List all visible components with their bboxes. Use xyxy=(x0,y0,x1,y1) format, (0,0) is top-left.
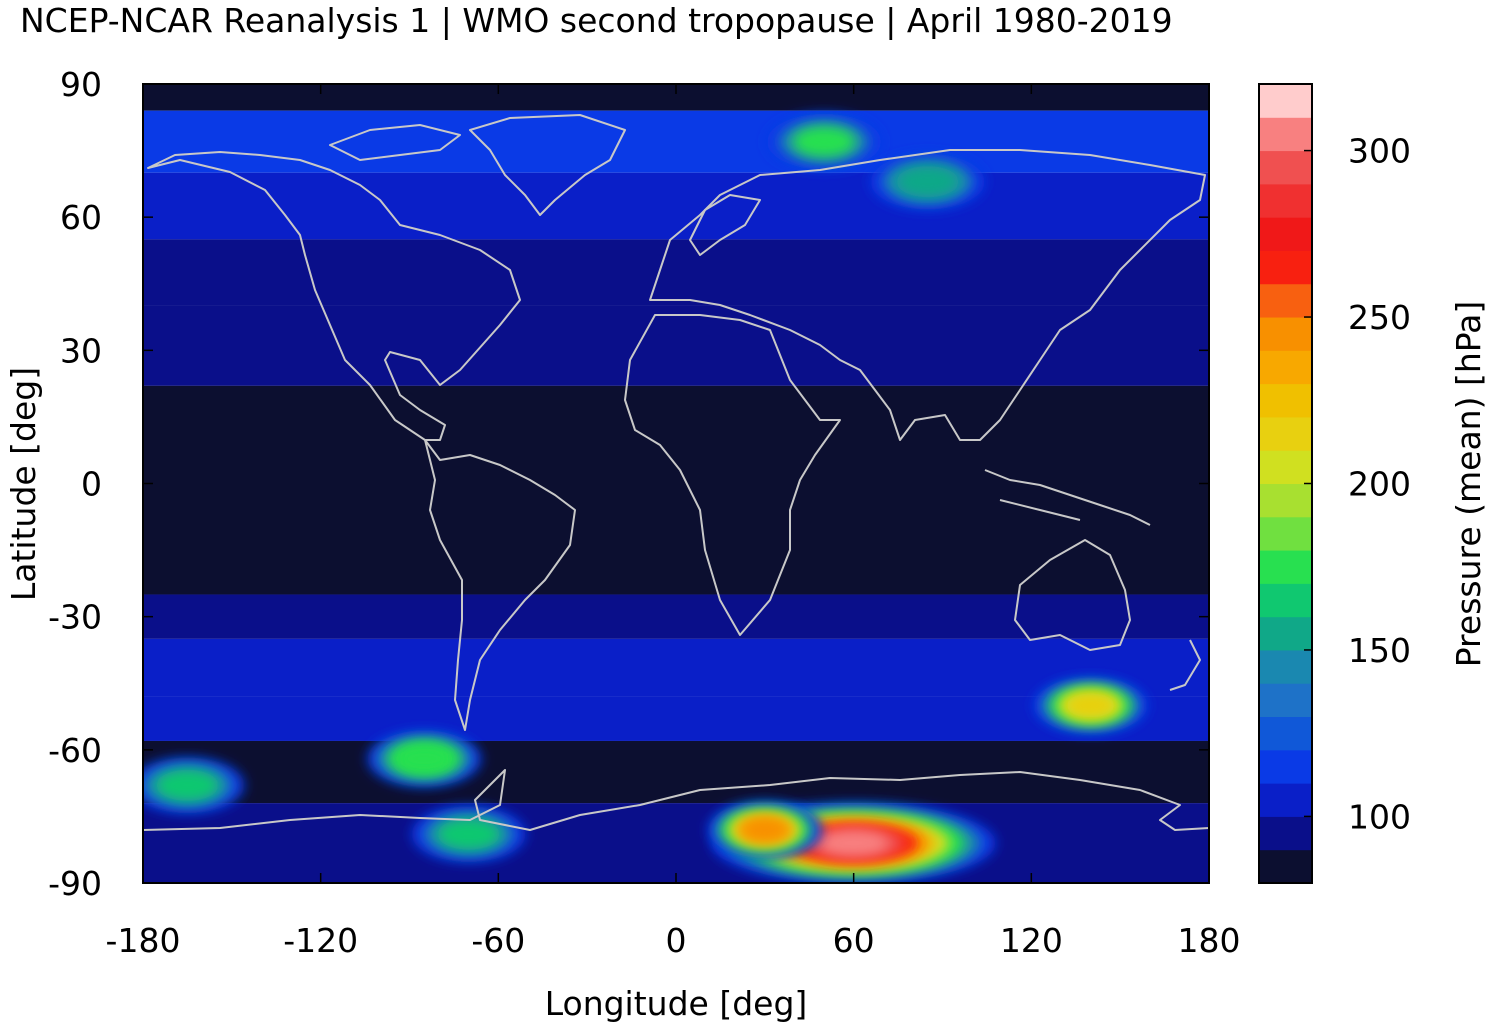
colorbar-tick-label-4: 300 xyxy=(1348,132,1411,171)
feature-2-level-7 xyxy=(818,831,889,856)
coastlines xyxy=(143,114,1209,831)
feature-6-level-3 xyxy=(397,745,452,773)
feature-1 xyxy=(870,153,985,210)
colorbar-swatch-9 xyxy=(1259,550,1312,584)
zonal-band-5 xyxy=(143,385,1209,595)
zonal-band-9 xyxy=(143,740,1209,804)
feature-4 xyxy=(411,806,526,863)
colorbar-swatch-16 xyxy=(1259,317,1312,351)
colorbar-swatch-7 xyxy=(1259,616,1312,651)
zonal-band-7 xyxy=(143,638,1209,697)
coast-antarctica xyxy=(143,769,1209,831)
feature-0-level-2 xyxy=(792,126,856,158)
zonal-band-8 xyxy=(143,696,1209,741)
colorbar-swatch-2 xyxy=(1259,783,1312,817)
zonal-band-1 xyxy=(143,110,1209,173)
colorbar-swatch-4 xyxy=(1259,716,1312,751)
zonal-band-6 xyxy=(143,594,1209,639)
colorbar-swatch-13 xyxy=(1259,416,1312,451)
colorbar-tick-label-2: 200 xyxy=(1348,465,1411,504)
coast-north-america xyxy=(147,151,521,441)
colorbar-swatch-5 xyxy=(1259,683,1312,718)
colorbar-swatch-15 xyxy=(1259,350,1312,385)
feature-5-level-2 xyxy=(156,769,219,801)
y-tick-label-1: 60 xyxy=(60,198,102,237)
zonal-band-10 xyxy=(143,803,1209,883)
colorbar-swatch-12 xyxy=(1259,450,1312,484)
x-tick-label-5: 120 xyxy=(1000,921,1063,960)
feature-4-level-2 xyxy=(437,818,501,850)
colorbar-tick-label-0: 100 xyxy=(1348,797,1411,836)
colorbar-swatch-21 xyxy=(1259,150,1312,185)
colorbar-swatch-19 xyxy=(1259,217,1312,251)
x-axis-label: Longitude [deg] xyxy=(545,984,808,1023)
feature-5 xyxy=(143,757,245,814)
x-tick-label-3: 0 xyxy=(666,921,687,960)
feature-3-level-5 xyxy=(742,818,788,841)
colorbar-swatch-11 xyxy=(1259,483,1312,518)
coast-new-zealand xyxy=(1169,639,1201,691)
feature-0 xyxy=(767,113,882,170)
x-tick-label-2: -60 xyxy=(471,921,525,960)
colorbar xyxy=(1259,84,1312,884)
coast-scandinavia xyxy=(689,194,761,256)
coast-africa xyxy=(624,314,841,636)
x-tick-label-0: -180 xyxy=(106,921,181,960)
chart-title: NCEP-NCAR Reanalysis 1 | WMO second trop… xyxy=(20,1,1173,40)
colorbar-swatch-23 xyxy=(1259,84,1312,118)
y-tick-label-5: -60 xyxy=(48,731,102,770)
colorbar-swatch-3 xyxy=(1259,749,1312,784)
colorbar-swatch-18 xyxy=(1259,250,1312,285)
y-tick-label-3: 0 xyxy=(81,465,102,504)
coast-australia xyxy=(1014,539,1131,651)
colorbar-swatch-1 xyxy=(1259,816,1312,851)
coast-southeast-asia-islands xyxy=(984,469,1151,526)
colorbar-swatch-14 xyxy=(1259,383,1312,418)
x-tick-label-6: 180 xyxy=(1178,921,1241,960)
colorbar-swatch-6 xyxy=(1259,649,1312,684)
feature-3 xyxy=(707,801,822,858)
colorbar-swatch-17 xyxy=(1259,283,1312,318)
coast-arctic-islands xyxy=(329,124,461,161)
colorbar-swatch-10 xyxy=(1259,516,1312,551)
colorbar-swatch-0 xyxy=(1259,849,1312,884)
zonal-band-3 xyxy=(143,239,1209,306)
coast-eurasia xyxy=(649,149,1206,441)
feature-1-level-2 xyxy=(896,166,959,198)
y-tick-label-4: -30 xyxy=(48,598,102,637)
map-field xyxy=(143,84,1209,883)
y-tick-label-2: 30 xyxy=(60,331,102,370)
colorbar-tick-label-3: 250 xyxy=(1348,298,1411,337)
coast-greenland xyxy=(469,114,626,216)
zonal-band-2 xyxy=(143,172,1209,240)
y-tick-label-6: -90 xyxy=(48,864,102,903)
colorbar-tick-label-1: 150 xyxy=(1348,631,1411,670)
x-tick-label-4: 60 xyxy=(833,921,875,960)
feature-7-level-4 xyxy=(1066,693,1115,718)
y-tick-label-0: 90 xyxy=(60,65,102,104)
feature-6 xyxy=(367,730,482,787)
colorbar-label: Pressure (mean) [hPa] xyxy=(1449,301,1488,668)
colorbar-swatch-8 xyxy=(1259,583,1312,618)
feature-7 xyxy=(1033,677,1148,734)
colorbar-swatch-20 xyxy=(1259,183,1312,218)
coast-south-america xyxy=(424,439,576,731)
y-axis-label: Latitude [deg] xyxy=(4,367,43,601)
colorbar-swatch-22 xyxy=(1259,117,1312,152)
x-tick-label-1: -120 xyxy=(283,921,358,960)
